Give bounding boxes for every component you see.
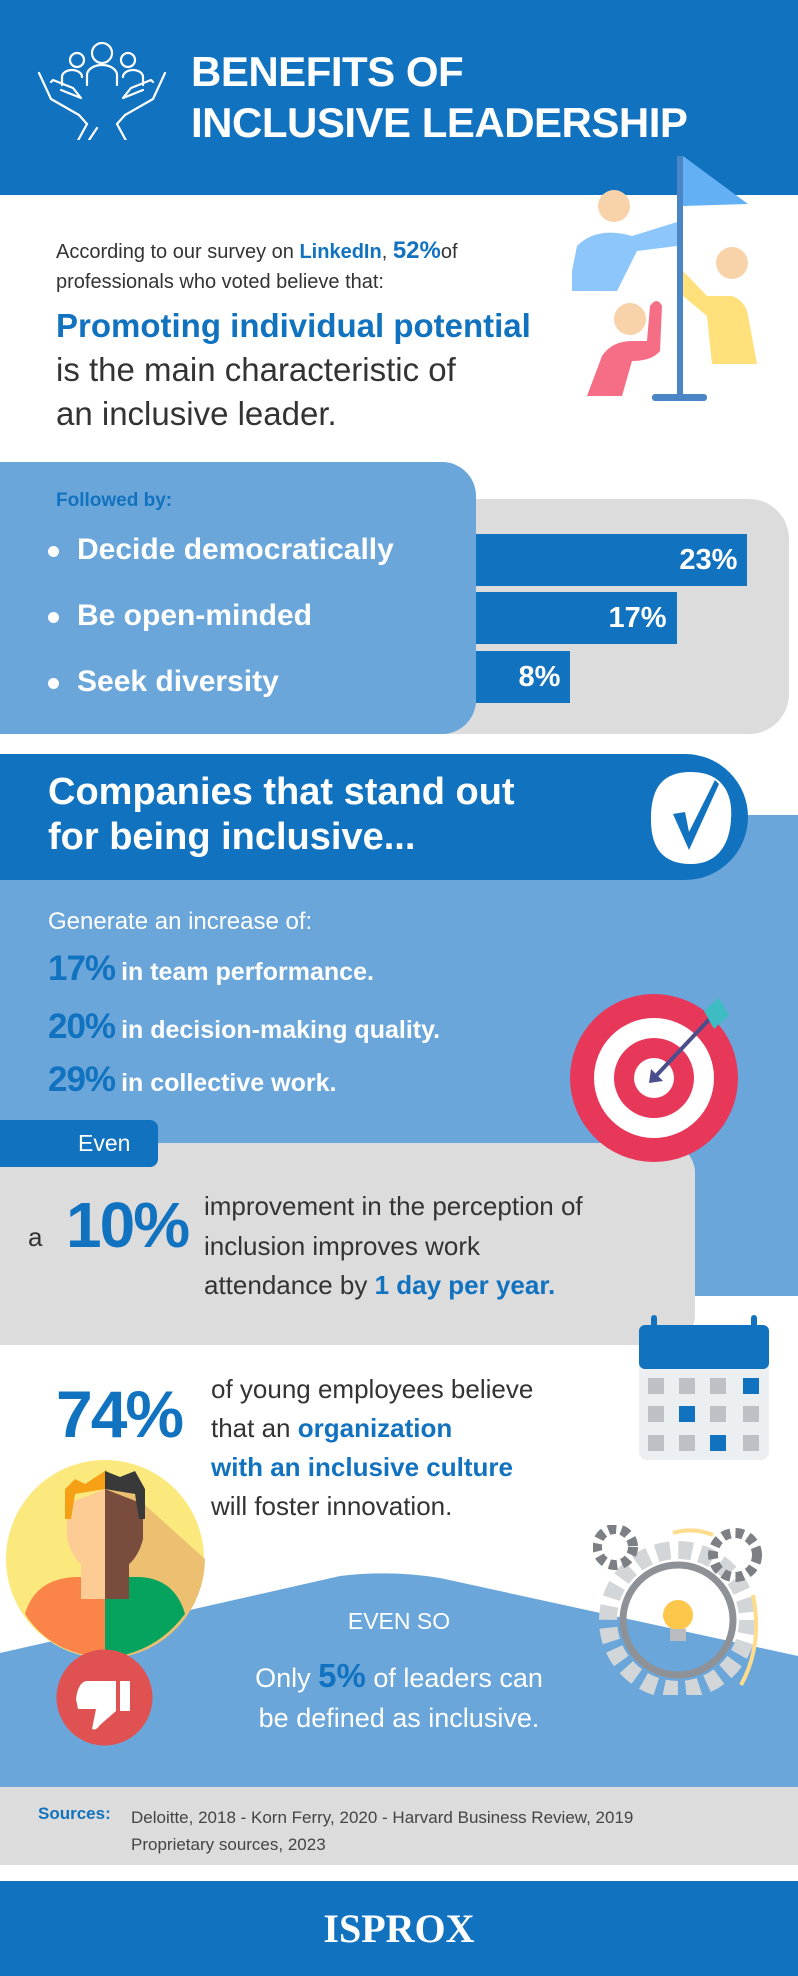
survey-percent: 52% — [392, 237, 441, 264]
attendance-panel — [0, 1143, 695, 1345]
diverse-person-avatar — [6, 1460, 205, 1658]
stat-item: 17% in team performance. — [48, 949, 374, 988]
hands-holding-people-icon — [37, 41, 167, 140]
list-item: Be open-minded — [48, 596, 312, 636]
sources-band — [0, 1787, 798, 1865]
generate-intro: Generate an increase of: — [48, 908, 313, 935]
checkmark-icon — [651, 772, 732, 864]
isprox-logo[interactable]: ISPROX — [323, 1906, 475, 1951]
list-item: Decide democratically — [48, 530, 394, 570]
companies-title-band — [0, 754, 748, 880]
footer — [0, 1881, 798, 1976]
stat-item: 20% in decision-making quality. — [48, 1007, 441, 1046]
target-icon — [570, 994, 738, 1162]
stat-item: 29% in collective work. — [48, 1060, 337, 1099]
ten-percent: 10% — [66, 1189, 190, 1261]
even-so-label: EVEN SO — [347, 1608, 451, 1634]
even-tab: Even — [0, 1120, 158, 1167]
young-employees-text: of young employees believe that an organi… — [211, 1374, 534, 1521]
bar-be-open-minded: 17% — [476, 592, 677, 644]
main-characteristic: Promoting individual potential is the mai… — [56, 307, 531, 432]
survey-intro: According to our survey on LinkedIn, 52%… — [56, 237, 458, 293]
linkedin-label: LinkedIn — [299, 241, 382, 263]
thumbs-down-icon — [56, 1649, 153, 1746]
list-item: Seek diversity — [48, 662, 279, 702]
gears-lightbulb-icon — [593, 1525, 762, 1695]
seventy-four-percent: 74% — [56, 1377, 184, 1451]
team-flag-illustration — [572, 156, 757, 401]
a-label: a — [28, 1222, 43, 1252]
only-five-percent-text: Only 5% of leaders can be defined as incl… — [255, 1657, 543, 1733]
bar-seek-diversity: 8% — [476, 651, 571, 703]
followed-label: Followed by: — [56, 490, 173, 511]
companies-title: Companies that stand out for being inclus… — [48, 771, 515, 858]
sources-list: Deloitte, 2018 - Korn Ferry, 2020 - Harv… — [131, 1808, 634, 1854]
attendance-text: improvement in the perception of inclusio… — [204, 1191, 583, 1300]
header-banner — [0, 0, 798, 195]
calendar-icon — [639, 1315, 769, 1460]
page-title: BENEFITS OF INCLUSIVE LEADERSHIP — [191, 48, 688, 146]
bar-decide-democratically: 23% — [476, 534, 748, 586]
sources-label: Sources: — [38, 1804, 111, 1823]
mountain-background — [0, 1573, 798, 1788]
